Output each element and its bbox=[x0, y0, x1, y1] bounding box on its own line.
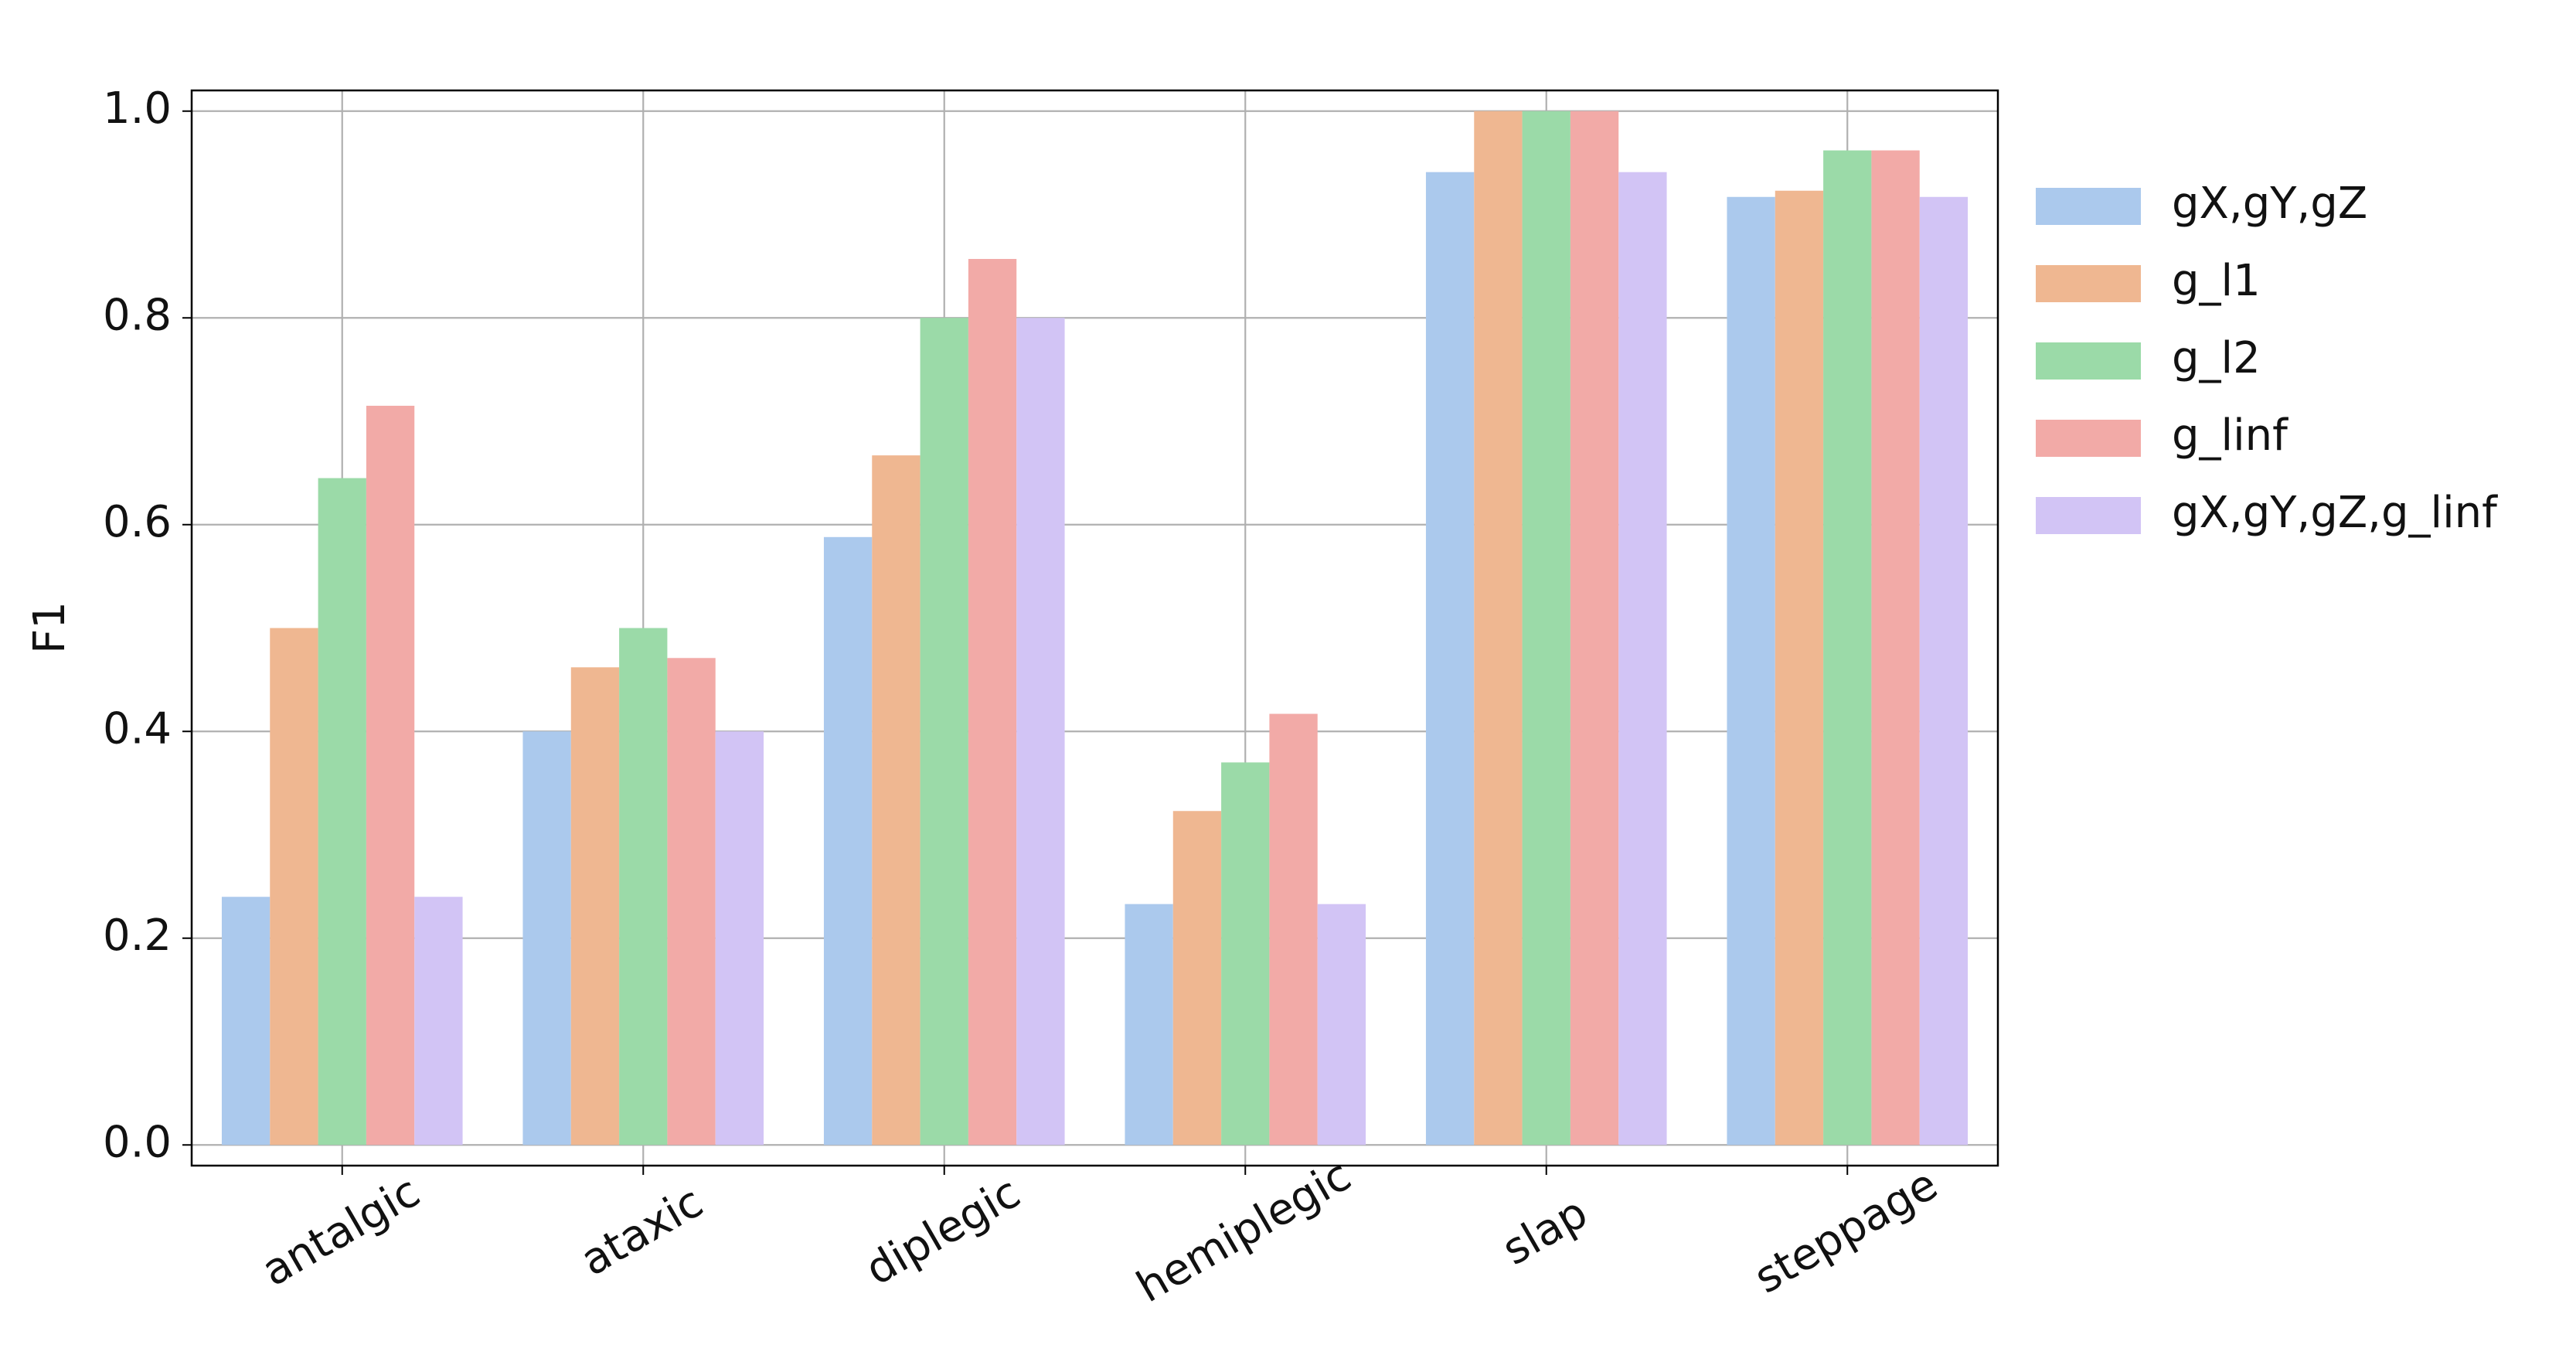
bar bbox=[366, 405, 415, 1146]
x-tick-label: ataxic bbox=[573, 1176, 712, 1285]
bar bbox=[1919, 196, 1969, 1146]
y-tick-label: 0.4 bbox=[103, 703, 172, 754]
legend-label: gX,gY,gZ,g_linf bbox=[2172, 488, 2498, 538]
bar bbox=[1425, 172, 1475, 1146]
bar bbox=[414, 897, 463, 1146]
legend-swatch bbox=[2036, 265, 2141, 302]
bar bbox=[667, 658, 716, 1146]
bar bbox=[1269, 713, 1318, 1146]
legend-swatch bbox=[2036, 497, 2141, 534]
bar bbox=[1618, 172, 1667, 1146]
y-tick-label: 0.0 bbox=[103, 1117, 172, 1167]
legend-swatch bbox=[2036, 420, 2141, 457]
legend-label: g_l2 bbox=[2172, 333, 2261, 383]
legend-swatch bbox=[2036, 188, 2141, 225]
bar bbox=[823, 536, 873, 1146]
bar bbox=[1016, 318, 1065, 1146]
y-tick-label: 0.8 bbox=[103, 290, 172, 340]
bar bbox=[872, 455, 920, 1146]
bar bbox=[715, 731, 764, 1146]
bar bbox=[1172, 811, 1222, 1146]
bar bbox=[1474, 111, 1523, 1146]
bar bbox=[1221, 762, 1270, 1146]
bar bbox=[968, 259, 1017, 1146]
legend-swatch bbox=[2036, 342, 2141, 380]
legend-label: gX,gY,gZ bbox=[2172, 179, 2367, 229]
bar bbox=[522, 731, 571, 1146]
x-tick-label: slap bbox=[1494, 1187, 1596, 1275]
bar bbox=[570, 667, 620, 1146]
x-tick-label: hemiplegic bbox=[1128, 1150, 1359, 1312]
bar bbox=[619, 628, 668, 1146]
bar bbox=[270, 628, 318, 1146]
bar bbox=[221, 897, 271, 1146]
x-tick-label: diplegic bbox=[857, 1167, 1029, 1295]
plot-frame bbox=[190, 89, 1999, 1167]
bar bbox=[1522, 111, 1570, 1146]
legend-label: g_linf bbox=[2172, 410, 2288, 461]
bar bbox=[1317, 904, 1366, 1146]
y-tick-label: 0.6 bbox=[103, 497, 172, 547]
bar bbox=[1570, 111, 1619, 1146]
bar bbox=[1871, 150, 1920, 1146]
bar bbox=[1775, 190, 1824, 1146]
bar bbox=[318, 478, 366, 1146]
legend-label: g_l1 bbox=[2172, 256, 2261, 306]
x-tick-label: antalgic bbox=[254, 1166, 428, 1296]
bar bbox=[1125, 904, 1173, 1146]
x-tick-label: steppage bbox=[1746, 1159, 1946, 1304]
bar bbox=[1823, 150, 1872, 1146]
bar bbox=[920, 318, 968, 1146]
bar bbox=[1727, 196, 1775, 1146]
y-tick-label: 1.0 bbox=[103, 83, 172, 134]
y-axis-label: F1 bbox=[25, 601, 75, 654]
y-tick-label: 0.2 bbox=[103, 911, 172, 961]
